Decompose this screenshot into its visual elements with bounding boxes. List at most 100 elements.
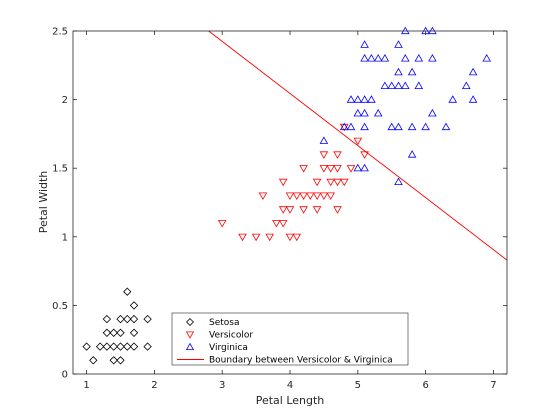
x-tick-label: 1 <box>83 380 89 391</box>
data-point <box>285 233 295 242</box>
data-point <box>394 177 403 186</box>
series-virginica <box>319 26 491 186</box>
data-point <box>102 314 112 324</box>
data-point <box>272 219 281 228</box>
data-point <box>326 165 335 173</box>
data-point <box>292 192 302 201</box>
data-point <box>123 314 132 324</box>
data-point <box>278 206 288 214</box>
data-point <box>428 26 437 35</box>
data-point <box>407 150 417 158</box>
data-point <box>360 53 369 62</box>
data-point <box>360 151 369 159</box>
data-point <box>102 328 112 337</box>
data-point <box>143 314 152 324</box>
data-point <box>394 81 403 89</box>
data-point <box>441 122 451 131</box>
data-point <box>278 178 288 187</box>
legend-label: Setosa <box>209 318 240 328</box>
legend-item: Virginica <box>185 342 248 353</box>
data-point <box>89 356 98 365</box>
legend-item: Versicolor <box>185 331 253 341</box>
data-point <box>319 165 329 173</box>
data-point <box>299 192 308 201</box>
legend-item: Boundary between Versicolor & Virginica <box>177 356 393 366</box>
data-point <box>360 40 369 48</box>
data-point <box>394 122 403 131</box>
data-point <box>102 342 112 351</box>
data-point <box>116 328 125 337</box>
legend-swatch <box>185 331 195 339</box>
data-point <box>373 53 383 62</box>
data-point <box>265 233 274 242</box>
y-axis-ticks: 0 0.5 1 1.5 2 2.5 <box>52 27 507 381</box>
data-point <box>367 95 376 103</box>
data-point <box>116 314 125 324</box>
x-tick-label: 6 <box>422 380 428 391</box>
data-point <box>333 151 342 159</box>
data-point <box>401 26 410 35</box>
boundary-line <box>208 30 508 261</box>
data-point <box>251 233 261 242</box>
data-point <box>394 40 403 48</box>
data-point <box>367 53 376 62</box>
data-point <box>129 301 139 310</box>
data-point <box>129 342 139 351</box>
data-point <box>217 219 227 228</box>
data-point <box>285 192 295 201</box>
x-tick-label: 3 <box>219 380 225 391</box>
series-versicolor <box>217 123 369 242</box>
data-point <box>278 219 288 228</box>
data-point <box>123 287 132 296</box>
legend-box <box>171 312 409 366</box>
data-point <box>360 108 369 117</box>
data-point <box>326 178 335 187</box>
x-tick-label: 7 <box>490 380 496 391</box>
data-point <box>428 108 437 117</box>
legend-item: Setosa <box>186 318 240 328</box>
data-point <box>339 178 349 187</box>
data-point <box>238 233 247 242</box>
data-point <box>319 151 329 159</box>
data-point <box>360 122 369 131</box>
y-tick-label: 0.5 <box>52 301 68 312</box>
data-point <box>109 328 118 337</box>
data-point <box>339 122 349 131</box>
data-point <box>421 122 430 131</box>
data-point <box>407 122 417 131</box>
legend-swatch <box>186 318 194 326</box>
data-point <box>448 95 458 103</box>
legend-label: Boundary between Versicolor & Virginica <box>209 356 393 366</box>
data-point <box>333 206 342 214</box>
data-point <box>394 67 403 76</box>
data-point <box>306 192 315 201</box>
data-point <box>312 206 322 214</box>
data-point <box>468 95 478 103</box>
y-tick-label: 1.5 <box>52 164 68 175</box>
data-point <box>258 192 268 201</box>
data-point <box>109 356 118 365</box>
data-point <box>116 342 125 351</box>
data-point <box>414 53 424 62</box>
data-point <box>346 122 356 131</box>
data-point <box>353 163 363 172</box>
legend-label: Virginica <box>209 343 248 353</box>
data-point <box>401 81 410 89</box>
legend-label: Versicolor <box>209 331 253 341</box>
data-point <box>360 95 369 103</box>
data-point <box>82 342 91 351</box>
data-point <box>353 137 363 146</box>
data-point <box>123 342 132 351</box>
series-setosa <box>82 287 152 365</box>
data-point <box>333 165 342 173</box>
data-point <box>319 192 329 201</box>
data-point <box>346 95 356 103</box>
legend-swatch <box>185 342 195 351</box>
data-point <box>387 81 396 89</box>
data-point <box>468 67 478 76</box>
data-point <box>414 81 424 89</box>
data-point <box>482 53 491 62</box>
boundary-line-layer <box>208 30 508 261</box>
data-point <box>401 53 410 62</box>
